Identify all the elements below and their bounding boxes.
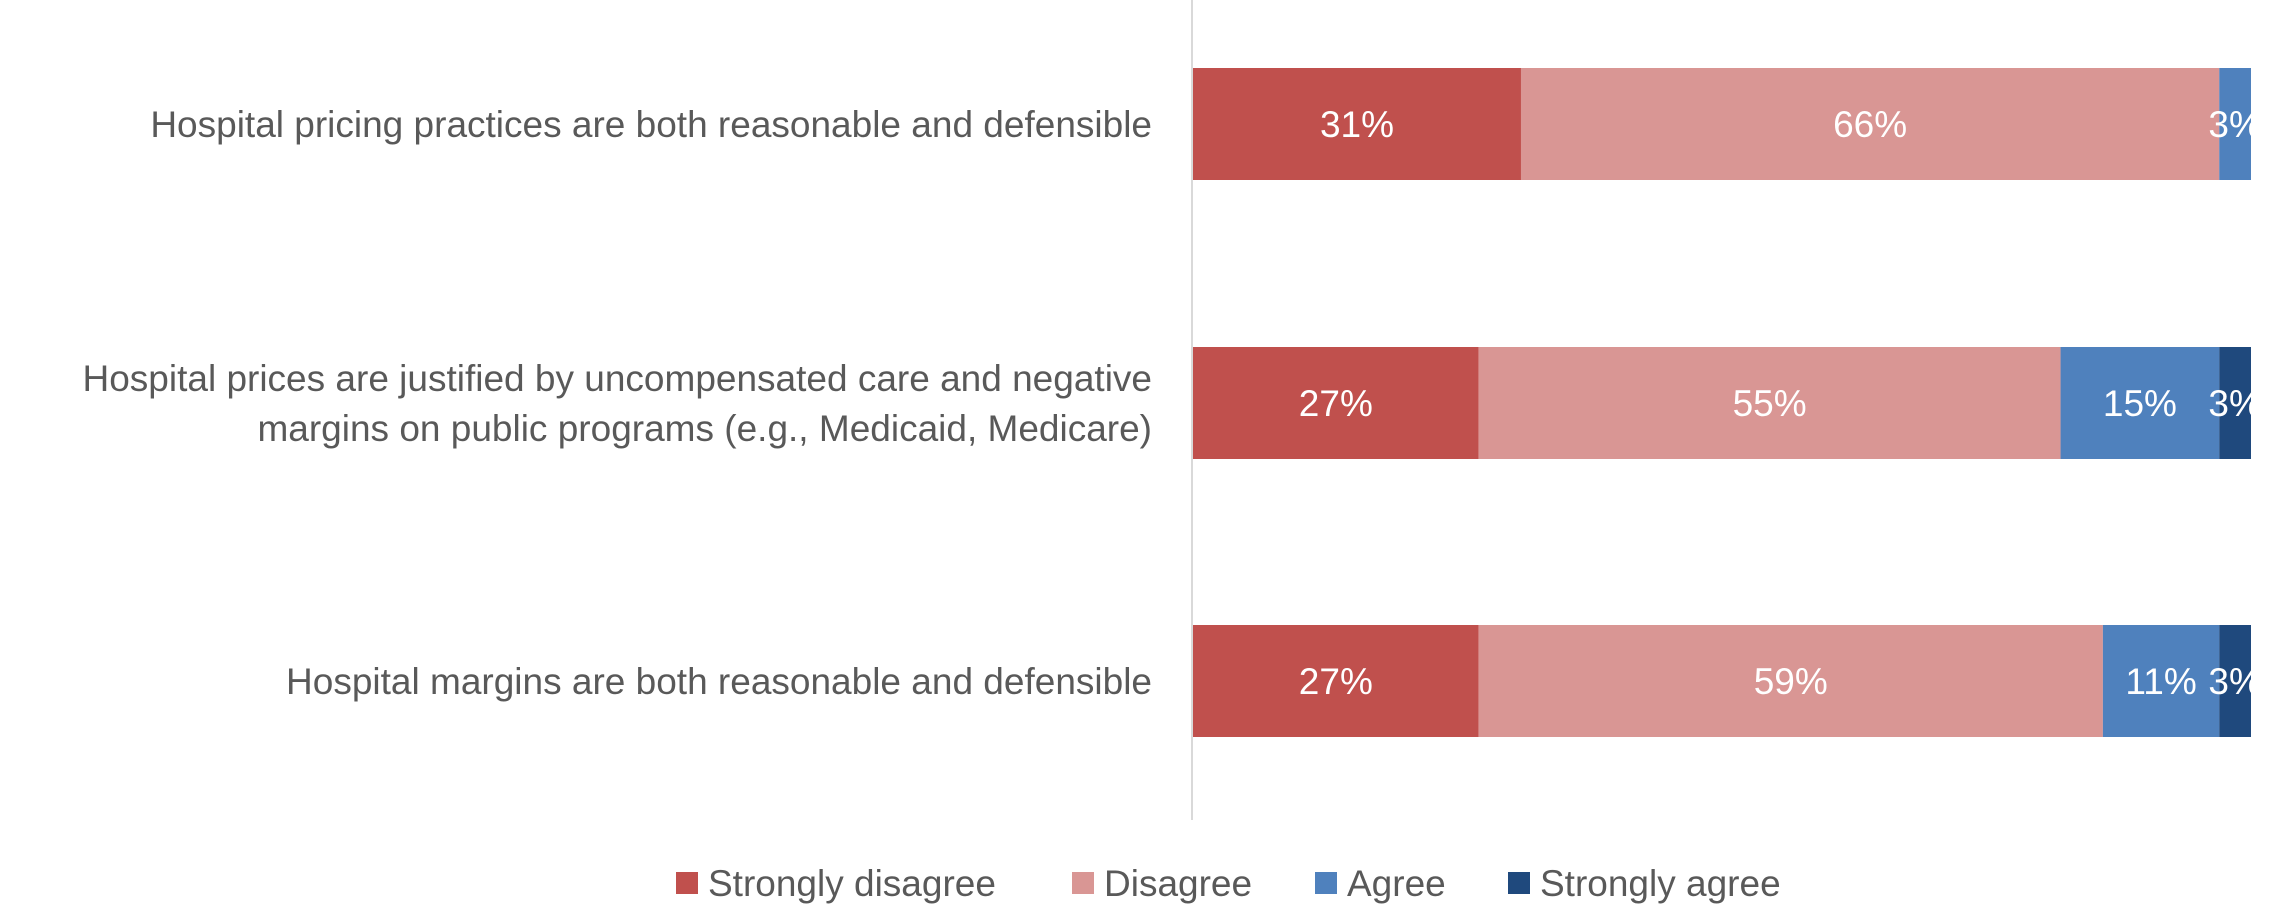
category-label-2-line-1: Hospital prices are justified by uncompe…: [82, 358, 1152, 399]
data-labels: 31% 66% 3% 27% 55% 15% 3% 27% 59% 11% 3%: [1299, 104, 2262, 702]
data-label-disagree-3: 59%: [1754, 661, 1828, 702]
bar-strongly-agree-3: [2219, 625, 2251, 737]
data-label-agree-1: 3%: [2208, 104, 2261, 145]
data-label-strongly-disagree-3: 27%: [1299, 661, 1373, 702]
legend-swatch-agree: [1315, 872, 1337, 894]
data-label-strongly-agree-3: 3%: [2208, 661, 2261, 702]
bar-agree-2: [2060, 347, 2220, 459]
data-label-strongly-disagree-1: 31%: [1320, 104, 1394, 145]
legend-label-strongly-agree: Strongly agree: [1540, 863, 1781, 904]
bar-segments: [1193, 68, 2251, 737]
bar-agree-3: [2102, 625, 2220, 737]
legend-swatch-disagree: [1072, 872, 1094, 894]
legend-swatch-strongly-agree: [1508, 872, 1530, 894]
bar-strongly-agree-2: [2219, 347, 2251, 459]
category-labels: Hospital pricing practices are both reas…: [82, 104, 1152, 702]
legend-label-disagree: Disagree: [1104, 863, 1252, 904]
bar-strongly-disagree-3: [1193, 625, 1479, 737]
data-label-agree-2: 15%: [2103, 383, 2177, 424]
category-label-1-line-1: Hospital pricing practices are both reas…: [150, 104, 1152, 145]
legend: Strongly disagree Disagree Agree Strongly a…: [676, 863, 1781, 904]
data-label-disagree-1: 66%: [1833, 104, 1907, 145]
legend-label-agree: Agree: [1347, 863, 1446, 904]
bar-disagree-2: [1478, 347, 2061, 459]
category-label-2-line-2: margins on public programs (e.g., Medica…: [257, 408, 1152, 449]
bar-disagree-1: [1520, 68, 2220, 180]
data-label-agree-3: 11%: [2125, 661, 2196, 702]
legend-swatch-strongly-disagree: [676, 872, 698, 894]
data-label-strongly-agree-2: 3%: [2208, 383, 2261, 424]
data-label-disagree-2: 55%: [1733, 383, 1807, 424]
bar-disagree-3: [1478, 625, 2103, 737]
bar-strongly-disagree-2: [1193, 347, 1479, 459]
data-label-strongly-disagree-2: 27%: [1299, 383, 1373, 424]
legend-label-strongly-disagree: Strongly disagree: [708, 863, 996, 904]
bar-agree-1: [2219, 68, 2251, 180]
bar-strongly-disagree-1: [1193, 68, 1521, 180]
category-label-3-line-1: Hospital margins are both reasonable and…: [286, 661, 1152, 702]
